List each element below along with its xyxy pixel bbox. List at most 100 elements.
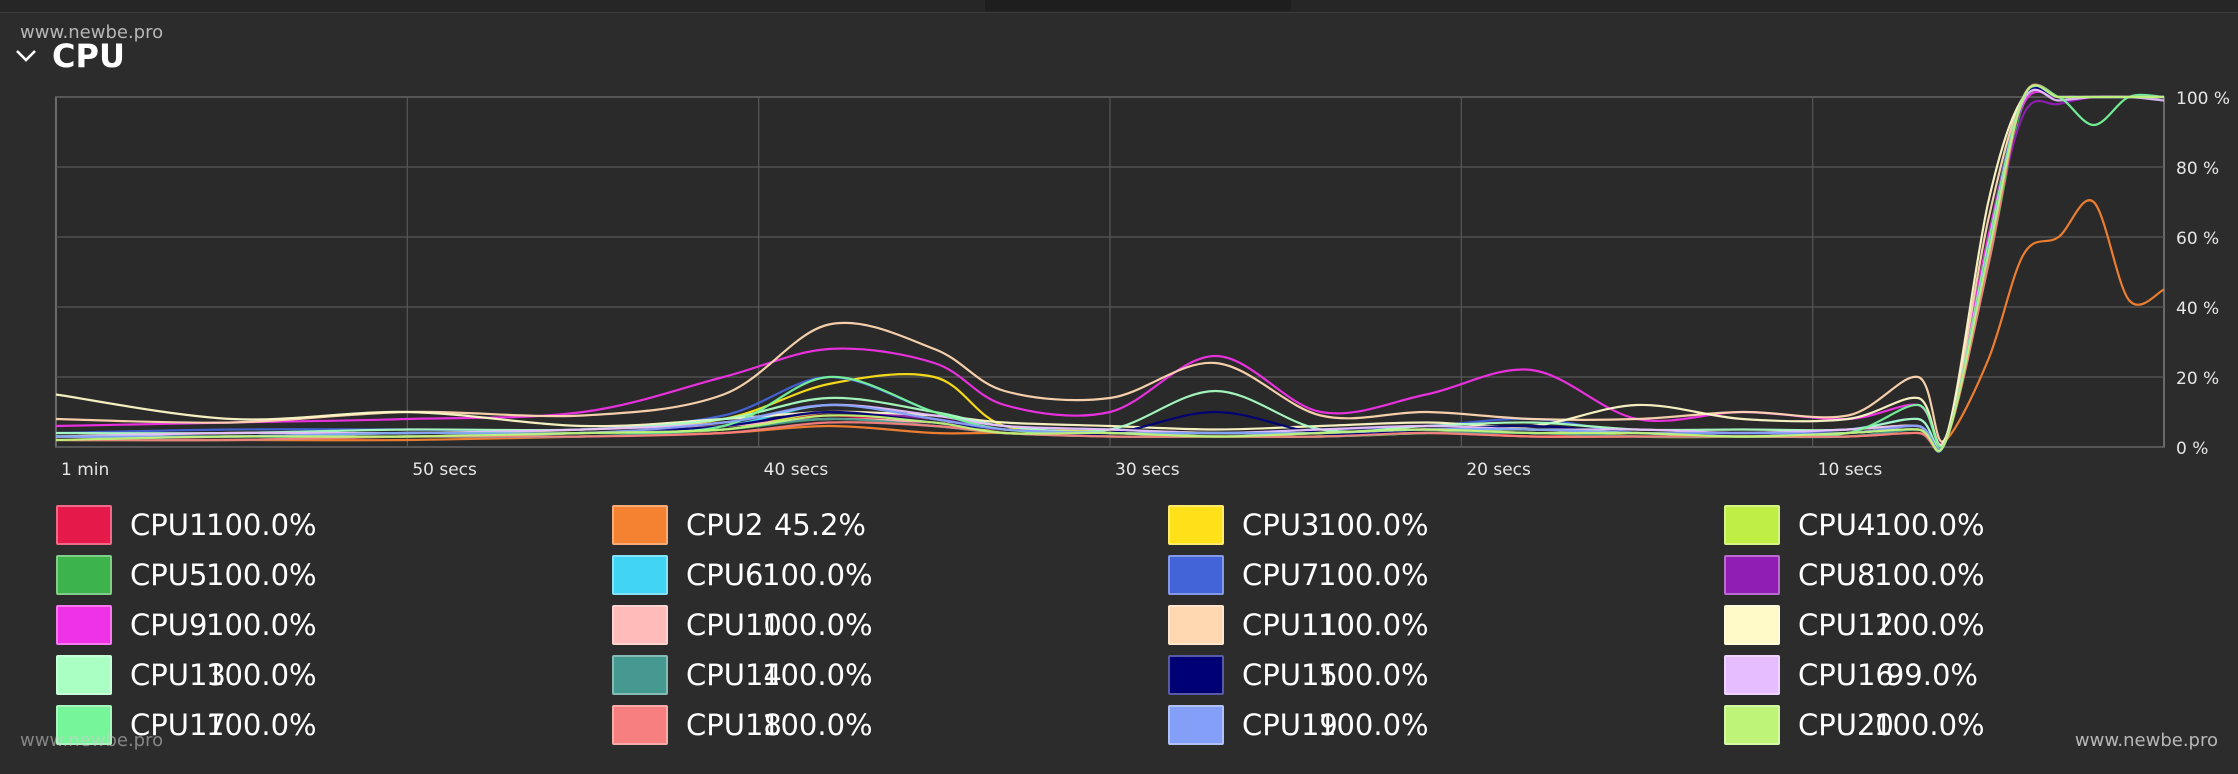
- x-tick-label: 10 secs: [1818, 460, 1883, 480]
- legend-cpu-usage: 100.0%: [1874, 558, 1985, 592]
- legend-item-cpu10[interactable]: CPU10 100.0%: [612, 603, 873, 647]
- legend-cpu-usage: 99.0%: [1885, 658, 1978, 692]
- x-tick-label: 40 secs: [764, 460, 829, 480]
- legend-item-cpu6[interactable]: CPU6 100.0%: [612, 553, 873, 597]
- legend-cpu-usage: 100.0%: [206, 558, 317, 592]
- legend-cpu-usage: 45.2%: [773, 508, 866, 542]
- legend-cpu-usage: 100.0%: [206, 508, 317, 542]
- legend-item-cpu2[interactable]: CPU2 45.2%: [612, 503, 866, 547]
- y-tick-label: 0 %: [2176, 439, 2208, 459]
- color-swatch[interactable]: [56, 655, 112, 695]
- color-swatch[interactable]: [612, 655, 668, 695]
- color-swatch[interactable]: [56, 705, 112, 745]
- section-title: CPU: [52, 37, 125, 75]
- chevron-down-icon[interactable]: [14, 44, 38, 68]
- color-swatch[interactable]: [1168, 705, 1224, 745]
- legend-item-cpu14[interactable]: CPU14 100.0%: [612, 653, 873, 697]
- legend-cpu-usage: 100.0%: [1874, 708, 1985, 742]
- legend-cpu-name: CPU2: [686, 508, 764, 542]
- color-swatch[interactable]: [1168, 505, 1224, 545]
- legend-cpu-usage: 100.0%: [1874, 608, 1985, 642]
- legend-cpu-name: CPU18: [686, 708, 782, 742]
- legend-cpu-name: CPU3: [1242, 508, 1320, 542]
- legend-cpu-name: CPU15: [1242, 658, 1338, 692]
- legend-cpu-name: CPU13: [130, 658, 226, 692]
- legend-cpu-name: CPU19: [1242, 708, 1338, 742]
- legend-cpu-name: CPU5: [130, 558, 208, 592]
- color-swatch[interactable]: [1168, 605, 1224, 645]
- legend-cpu-name: CPU20: [1798, 708, 1894, 742]
- color-swatch[interactable]: [56, 555, 112, 595]
- legend-item-cpu8[interactable]: CPU8 100.0%: [1724, 553, 1985, 597]
- watermark-bottom-left: www.newbe.pro: [20, 730, 164, 751]
- legend-item-cpu3[interactable]: CPU3 100.0%: [1168, 503, 1429, 547]
- legend-item-cpu7[interactable]: CPU7 100.0%: [1168, 553, 1429, 597]
- y-tick-label: 100 %: [2176, 89, 2230, 109]
- color-swatch[interactable]: [612, 505, 668, 545]
- top-bar: [0, 0, 2238, 13]
- color-swatch[interactable]: [612, 555, 668, 595]
- legend-cpu-usage: 100.0%: [206, 708, 317, 742]
- legend-cpu-name: CPU12: [1798, 608, 1894, 642]
- x-tick-label: 50 secs: [412, 460, 477, 480]
- legend-cpu-name: CPU14: [686, 658, 782, 692]
- color-swatch[interactable]: [1724, 555, 1780, 595]
- color-swatch[interactable]: [1168, 555, 1224, 595]
- color-swatch[interactable]: [1724, 505, 1780, 545]
- legend-cpu-usage: 100.0%: [1318, 558, 1429, 592]
- legend-item-cpu1[interactable]: CPU1 100.0%: [56, 503, 317, 547]
- legend-cpu-usage: 100.0%: [1318, 608, 1429, 642]
- legend-cpu-usage: 100.0%: [762, 608, 873, 642]
- legend-item-cpu19[interactable]: CPU19 100.0%: [1168, 703, 1429, 747]
- legend-cpu-name: CPU6: [686, 558, 764, 592]
- legend-item-cpu5[interactable]: CPU5 100.0%: [56, 553, 317, 597]
- legend-cpu-name: CPU4: [1798, 508, 1876, 542]
- legend-cpu-usage: 100.0%: [206, 658, 317, 692]
- legend-item-cpu9[interactable]: CPU9 100.0%: [56, 603, 317, 647]
- legend-cpu-usage: 100.0%: [1318, 508, 1429, 542]
- legend-item-cpu15[interactable]: CPU15 100.0%: [1168, 653, 1429, 697]
- legend-cpu-usage: 100.0%: [1874, 508, 1985, 542]
- legend-item-cpu12[interactable]: CPU12 100.0%: [1724, 603, 1985, 647]
- legend-item-cpu16[interactable]: CPU16 99.0%: [1724, 653, 1978, 697]
- color-swatch[interactable]: [612, 705, 668, 745]
- legend-item-cpu11[interactable]: CPU11 100.0%: [1168, 603, 1429, 647]
- legend-cpu-usage: 100.0%: [206, 608, 317, 642]
- legend-cpu-name: CPU16: [1798, 658, 1894, 692]
- color-swatch[interactable]: [56, 505, 112, 545]
- cpu-section-header[interactable]: CPU: [14, 36, 125, 76]
- y-tick-label: 80 %: [2176, 159, 2219, 179]
- x-tick-label: 20 secs: [1466, 460, 1531, 480]
- x-tick-label: 30 secs: [1115, 460, 1180, 480]
- legend-cpu-name: CPU8: [1798, 558, 1876, 592]
- legend-cpu-usage: 100.0%: [1318, 708, 1429, 742]
- legend-cpu-usage: 100.0%: [762, 658, 873, 692]
- legend-item-cpu17[interactable]: CPU17 100.0%: [56, 703, 317, 747]
- series-line-cpu11: [55, 86, 2164, 443]
- series-line-cpu12: [55, 88, 2164, 447]
- watermark-top-left: www.newbe.pro: [20, 22, 164, 43]
- color-swatch[interactable]: [1168, 655, 1224, 695]
- legend-cpu-name: CPU17: [130, 708, 226, 742]
- legend-item-cpu4[interactable]: CPU4 100.0%: [1724, 503, 1985, 547]
- legend-cpu-usage: 100.0%: [762, 708, 873, 742]
- color-swatch[interactable]: [56, 605, 112, 645]
- series-line-cpu20: [55, 84, 2164, 452]
- legend-item-cpu13[interactable]: CPU13 100.0%: [56, 653, 317, 697]
- color-swatch[interactable]: [1724, 655, 1780, 695]
- legend-cpu-usage: 100.0%: [1318, 658, 1429, 692]
- watermark-bottom-right: www.newbe.pro: [2074, 730, 2218, 751]
- x-tick-label: 1 min: [61, 460, 109, 480]
- color-swatch[interactable]: [1724, 605, 1780, 645]
- legend-item-cpu20[interactable]: CPU20 100.0%: [1724, 703, 1985, 747]
- legend-cpu-name: CPU10: [686, 608, 782, 642]
- color-swatch[interactable]: [1724, 705, 1780, 745]
- legend-item-cpu18[interactable]: CPU18 100.0%: [612, 703, 873, 747]
- color-swatch[interactable]: [612, 605, 668, 645]
- y-tick-label: 40 %: [2176, 299, 2219, 319]
- top-tab-indicator: [985, 0, 1291, 11]
- legend-cpu-name: CPU1: [130, 508, 208, 542]
- legend-cpu-usage: 100.0%: [762, 558, 873, 592]
